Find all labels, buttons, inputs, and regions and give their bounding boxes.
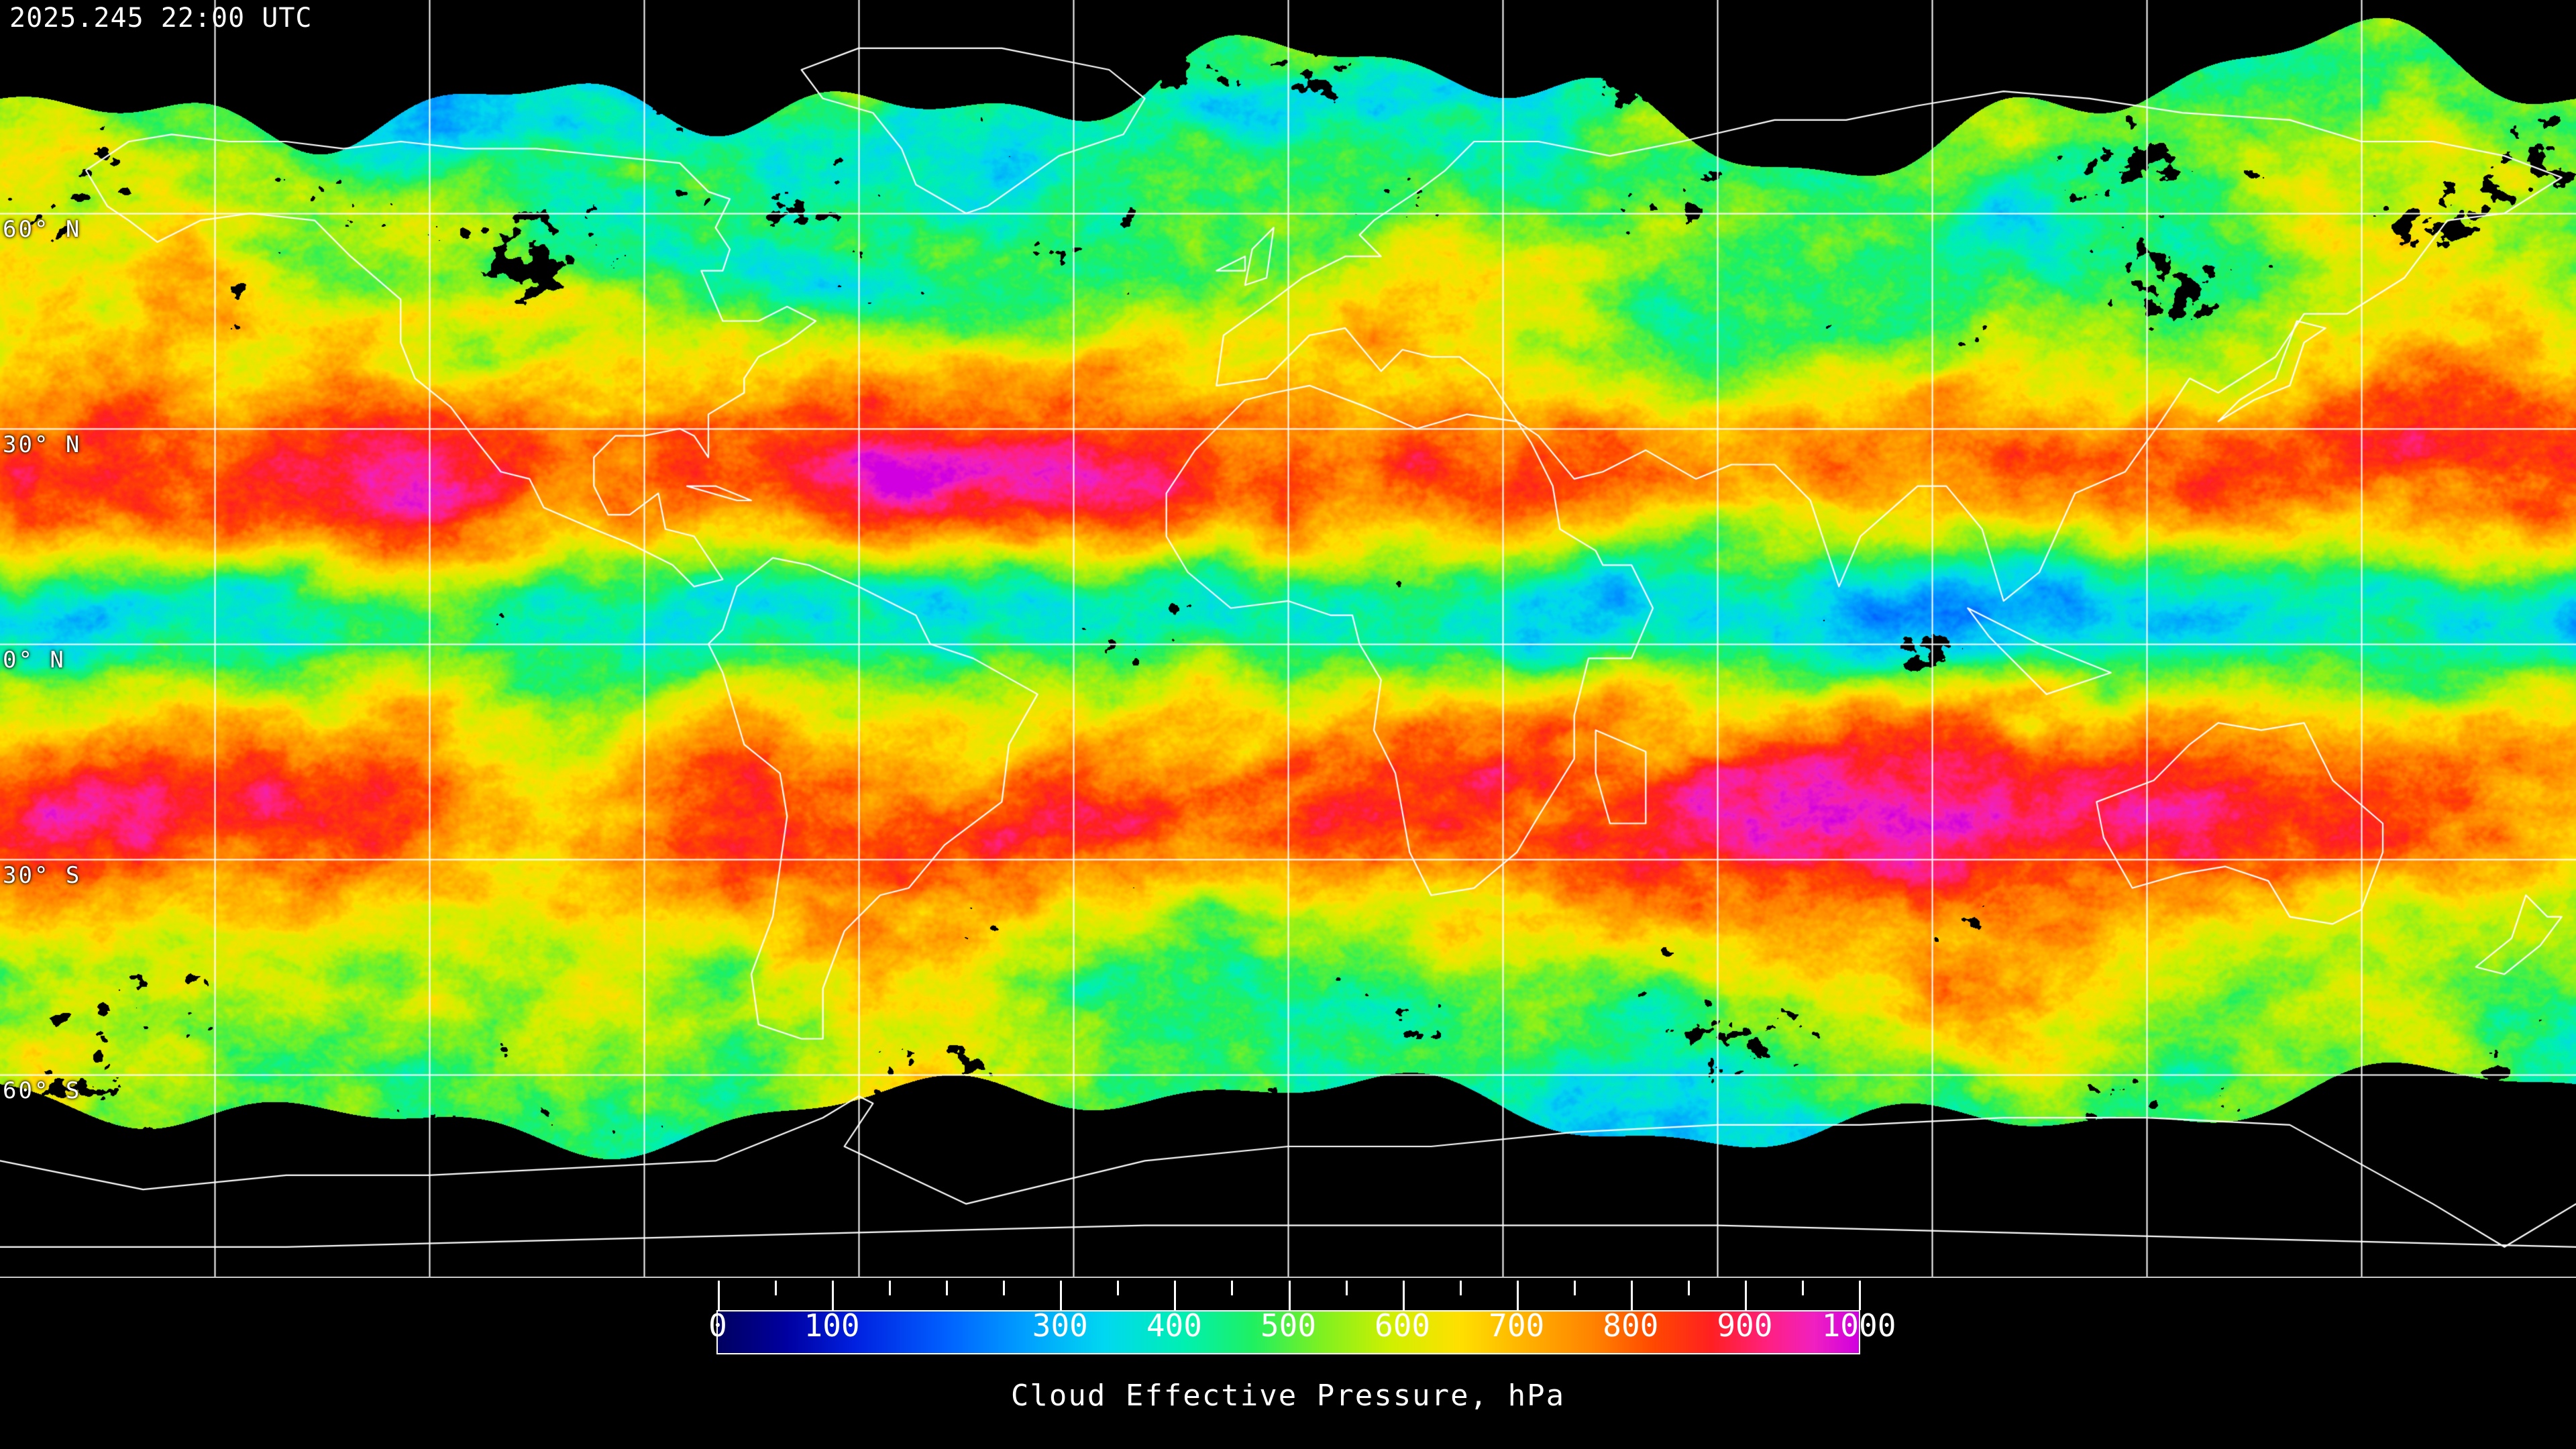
colorbar-major-tick (1174, 1281, 1177, 1310)
colorbar-minor-tick (1687, 1281, 1690, 1295)
colorbar-gradient (718, 1311, 1859, 1353)
colorbar-major-tick (1516, 1281, 1519, 1310)
colorbar-minor-tick (1345, 1281, 1348, 1295)
colorbar-ticks (718, 1281, 1861, 1311)
colorbar-major-tick (1859, 1281, 1861, 1310)
colorbar-minor-tick (775, 1281, 777, 1295)
colorbar-tick-label: 900 (1717, 1307, 1773, 1344)
colorbar-tick-label: 100 (804, 1307, 860, 1344)
colorbar-tick-label: 300 (1032, 1307, 1088, 1344)
colorbar-tick-label: 700 (1489, 1307, 1545, 1344)
colorbar-tick-labels: 0 100 300 400 500 600 700 800 900 1000 (0, 1307, 2576, 1348)
map-bottom-divider (0, 1277, 2576, 1278)
timestamp-label: 2025.245 22:00 UTC (9, 3, 313, 34)
colorbar-tick-label: 400 (1146, 1307, 1202, 1344)
lat-label-30s: 30° S (3, 862, 82, 889)
colorbar-tick-label: 1000 (1821, 1307, 1896, 1344)
colorbar-major-tick (1060, 1281, 1063, 1310)
lat-label-30n: 30° N (3, 431, 82, 458)
colorbar-minor-tick (1801, 1281, 1804, 1295)
colorbar-minor-tick (946, 1281, 949, 1295)
colorbar-title: Cloud Effective Pressure, hPa (1010, 1379, 1566, 1413)
lat-label-60s: 60° S (3, 1077, 82, 1104)
colorbar-tick-label: 600 (1375, 1307, 1431, 1344)
colorbar-minor-tick (889, 1281, 892, 1295)
colorbar-tick-label: 0 (708, 1307, 727, 1344)
colorbar-major-tick (1630, 1281, 1633, 1310)
lat-label-60n: 60° N (3, 216, 82, 243)
colorbar-tick-label: 500 (1260, 1307, 1317, 1344)
colorbar-major-tick (1288, 1281, 1291, 1310)
colorbar-minor-tick (1003, 1281, 1006, 1295)
colorbar-major-tick (1402, 1281, 1405, 1310)
colorbar-minor-tick (1573, 1281, 1576, 1295)
colorbar-major-tick (832, 1281, 835, 1310)
colorbar-minor-tick (1231, 1281, 1234, 1295)
colorbar-minor-tick (1117, 1281, 1120, 1295)
lat-label-0: 0° N (3, 647, 66, 674)
colorbar-major-tick (1744, 1281, 1747, 1310)
map-panel: 60° N 30° N 0° N 30° S 60° S (0, 0, 2576, 1277)
graticule-overlay (0, 0, 2576, 1277)
colorbar-major-tick (718, 1281, 720, 1310)
colorbar-minor-tick (1459, 1281, 1462, 1295)
colorbar-area (0, 1280, 2576, 1449)
colorbar-tick-label: 800 (1603, 1307, 1659, 1344)
